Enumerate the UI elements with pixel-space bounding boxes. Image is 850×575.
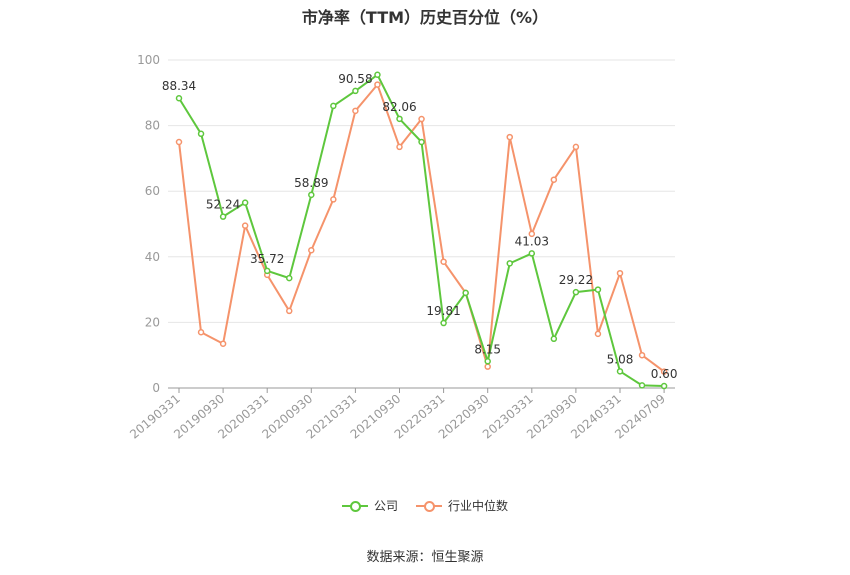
source-note: 数据来源：恒生聚源	[366, 550, 484, 565]
data-point-industry	[616, 269, 624, 277]
data-point-company	[197, 130, 205, 138]
data-label: 29.22	[559, 273, 593, 287]
data-point-company	[440, 319, 447, 327]
data-label: 8.15	[474, 342, 501, 356]
data-point-company	[286, 274, 293, 282]
data-point-company	[462, 289, 469, 297]
data-point-company	[528, 250, 536, 257]
data-point-industry	[506, 133, 513, 141]
data-label: 58.89	[294, 176, 328, 190]
data-point-industry	[660, 368, 668, 375]
data-point-company	[572, 288, 580, 296]
data-point-company	[638, 382, 646, 389]
data-point-company	[175, 94, 183, 102]
data-label: 82.06	[382, 100, 416, 114]
y-tick-label: 100	[137, 53, 160, 67]
series-layer	[175, 71, 668, 390]
y-tick-label: 20	[145, 315, 160, 329]
data-point-industry	[528, 230, 536, 238]
data-point-company	[660, 382, 668, 390]
data-label: 88.34	[162, 79, 196, 93]
data-point-company	[219, 213, 227, 220]
data-label: 5.08	[607, 352, 634, 366]
legend: 公司 行业中位数	[0, 497, 850, 514]
data-point-industry	[286, 307, 293, 315]
data-point-industry	[308, 246, 315, 254]
data-point-company	[418, 138, 425, 146]
legend-swatch-industry	[416, 499, 442, 513]
data-point-industry	[352, 107, 359, 115]
legend-item-industry[interactable]: 行业中位数	[416, 497, 508, 514]
data-point-company	[506, 260, 513, 267]
data-point-company	[263, 267, 271, 275]
data-point-industry	[440, 258, 447, 265]
data-point-company	[308, 191, 315, 199]
grid	[168, 59, 675, 323]
data-point-industry	[219, 340, 227, 347]
y-tick-label: 80	[145, 119, 160, 133]
y-tick-label: 0	[152, 381, 160, 395]
series-line-industry	[178, 83, 665, 373]
legend-label-industry: 行业中位数	[448, 499, 509, 513]
data-label: 90.58	[338, 72, 372, 86]
data-point-industry	[638, 351, 646, 359]
data-point-industry	[241, 222, 249, 229]
data-label: 35.72	[250, 252, 284, 266]
data-point-industry	[550, 176, 558, 183]
legend-swatch-company	[341, 499, 368, 513]
data-point-company	[241, 199, 249, 206]
data-point-industry	[330, 196, 337, 203]
data-point-company	[594, 286, 602, 293]
data-point-industry	[197, 328, 205, 336]
y-tick-label: 40	[145, 250, 160, 264]
data-point-industry	[572, 143, 580, 151]
data-point-industry	[175, 138, 183, 146]
data-point-company	[550, 335, 558, 343]
data-labels: 88.34 52.24 35.72 58.89 90.58 82.06 19.81 8.15 4…	[162, 72, 678, 381]
data-label: 19.81	[426, 304, 460, 318]
data-point-industry	[594, 330, 602, 338]
data-point-company	[396, 115, 403, 123]
data-label: 41.03	[515, 234, 549, 248]
y-tick-label: 60	[145, 184, 160, 198]
data-point-industry	[396, 143, 403, 151]
data-point-industry	[418, 115, 425, 123]
chart-title: 市净率（TTM）历史百分位（%）	[301, 8, 549, 27]
data-point-industry	[484, 363, 491, 370]
data-label: 52.24	[206, 198, 240, 212]
data-point-company	[616, 368, 624, 375]
legend-item-company[interactable]: 公司	[341, 497, 398, 514]
legend-label-company: 公司	[373, 499, 398, 513]
data-point-company	[352, 87, 359, 95]
data-point-company	[374, 71, 381, 79]
data-point-industry	[374, 81, 381, 88]
data-point-company	[330, 102, 337, 110]
data-point-company	[484, 358, 491, 365]
data-label: 0.60	[651, 367, 678, 381]
